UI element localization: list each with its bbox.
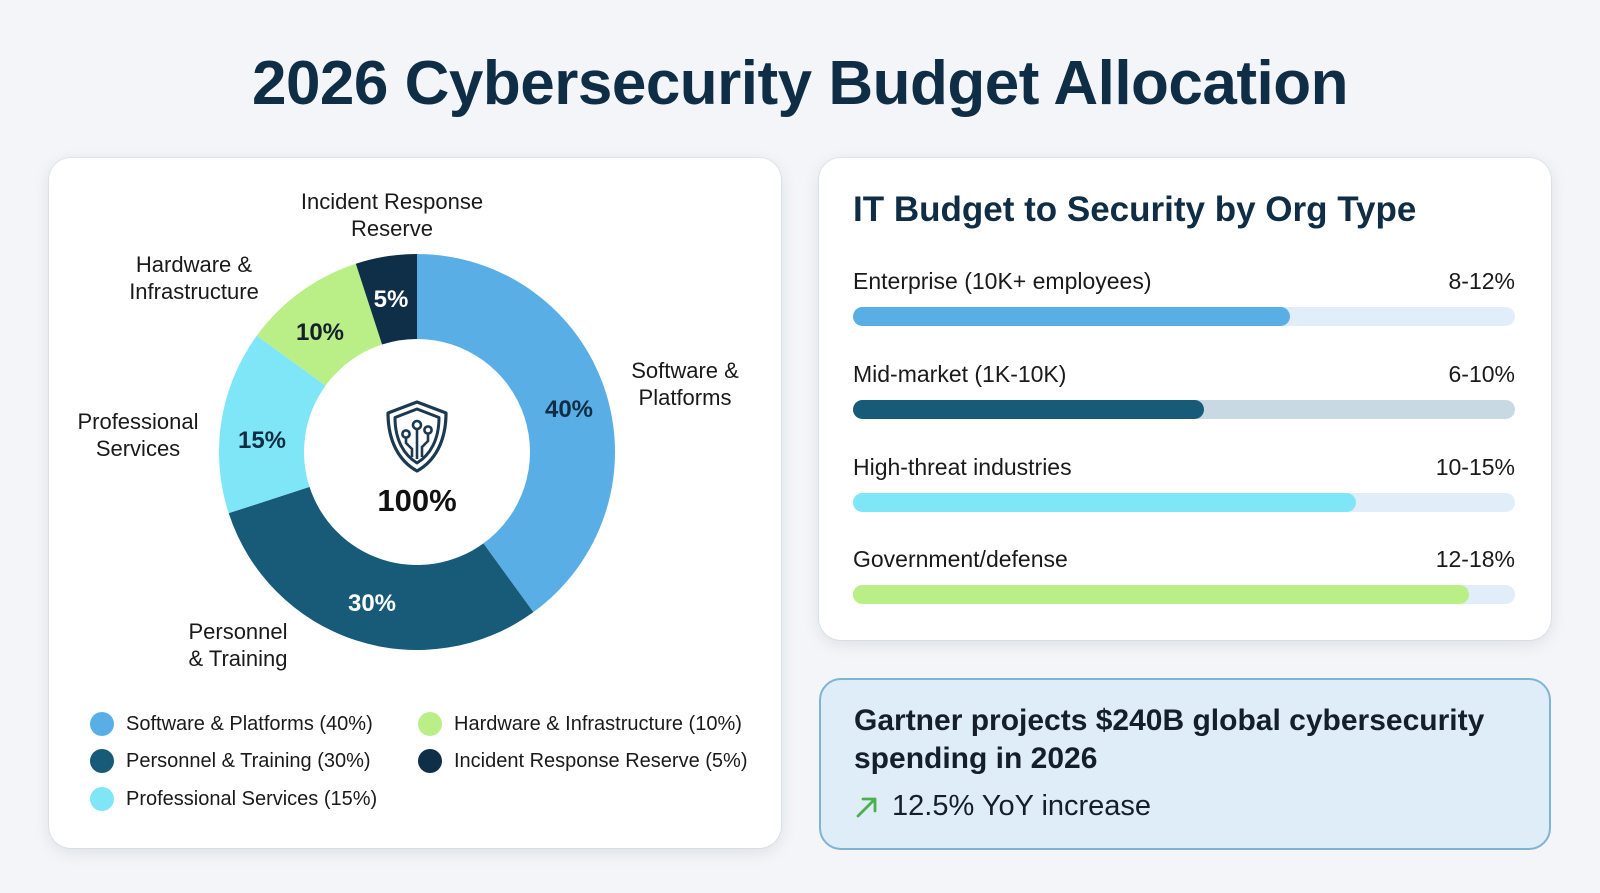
- segment-percent-software: 40%: [544, 396, 594, 423]
- category-label-incident-response: Incident Response Reserve: [301, 188, 483, 242]
- legend-swatch: [90, 712, 114, 736]
- category-label-hardware: Hardware & Infrastructure: [129, 251, 259, 305]
- bar-label: Mid-market (1K-10K): [853, 361, 1067, 387]
- bar-fill: [853, 585, 1469, 604]
- bar-value: 6-10%: [1448, 361, 1515, 387]
- category-label-software: Software & Platforms: [631, 357, 739, 411]
- donut-segment: [256, 263, 383, 386]
- page-title: 2026 Cybersecurity Budget Allocation: [251, 49, 1349, 118]
- category-label-personnel: Personnel & Training: [188, 618, 287, 672]
- spending-callout: Gartner projects $240B global cybersecur…: [819, 678, 1551, 850]
- arrow-up-right-icon: [856, 797, 877, 817]
- bar-track: [853, 307, 1515, 326]
- label-line: Incident Response: [300, 189, 484, 214]
- donut-segment: [218, 335, 326, 514]
- legend-label: Professional Services (15%): [126, 787, 378, 810]
- label-line: Reserve: [351, 216, 433, 241]
- legend-swatch: [418, 712, 442, 736]
- legend-label: Personnel & Training (30%): [126, 749, 371, 772]
- bar-fill: [853, 400, 1204, 419]
- bar-label: Government/defense: [853, 546, 1068, 572]
- donut-center-total: 100%: [377, 483, 457, 518]
- segment-percent-hardware: 10%: [295, 319, 345, 346]
- legend-label: Hardware & Infrastructure (10%): [454, 712, 742, 735]
- legend-item-software: Software & Platforms (40%): [90, 712, 373, 736]
- org-type-bars-card: [819, 158, 1551, 640]
- legend-swatch: [90, 787, 114, 811]
- label-line: Professional: [77, 409, 199, 434]
- bar-track: [853, 400, 1515, 419]
- bar-track: [853, 585, 1515, 604]
- label-line: Hardware &: [135, 252, 253, 277]
- callout-trend-text: 12.5% YoY increase: [892, 790, 1152, 822]
- legend-item-professional: Professional Services (15%): [90, 787, 377, 811]
- legend-item-incident: Incident Response Reserve (5%): [418, 749, 747, 773]
- legend-item-hardware: Hardware & Infrastructure (10%): [418, 712, 742, 736]
- legend-swatch: [90, 749, 114, 773]
- donut-segment: [355, 254, 417, 345]
- bar-track: [853, 493, 1515, 512]
- segment-percent-incident: 5%: [373, 286, 409, 313]
- legend-item-personnel: Personnel & Training (30%): [90, 749, 371, 773]
- bar-label: High-threat industries: [853, 454, 1072, 480]
- label-line: Services: [95, 436, 181, 461]
- label-line: Personnel: [188, 619, 288, 644]
- label-line: Software &: [631, 358, 739, 383]
- legend-label: Software & Platforms (40%): [126, 712, 373, 735]
- legend-label: Incident Response Reserve (5%): [454, 749, 748, 772]
- bar-fill: [853, 493, 1357, 512]
- shield-circuit-icon: [386, 400, 448, 473]
- category-label-professional: Professional Services: [77, 408, 198, 462]
- bar-fill: [853, 307, 1290, 326]
- label-line: Infrastructure: [129, 279, 259, 304]
- callout-trend: 12.5% YoY increase: [854, 790, 1151, 823]
- bar-value: 12-18%: [1435, 546, 1515, 572]
- segment-percent-personnel: 30%: [347, 590, 397, 617]
- label-line: Platforms: [638, 385, 732, 410]
- callout-headline: Gartner projects $240B global cybersecur…: [854, 704, 1485, 775]
- donut-segment: [228, 486, 534, 650]
- donut-segment: [417, 254, 615, 613]
- label-line: & Training: [188, 646, 288, 671]
- bar-value: 8-12%: [1448, 268, 1515, 294]
- bars-title: IT Budget to Security by Org Type: [853, 190, 1417, 229]
- bar-value: 10-15%: [1435, 454, 1515, 480]
- bar-label: Enterprise (10K+ employees): [853, 268, 1152, 294]
- segment-percent-professional: 15%: [237, 427, 287, 454]
- legend-swatch: [418, 749, 442, 773]
